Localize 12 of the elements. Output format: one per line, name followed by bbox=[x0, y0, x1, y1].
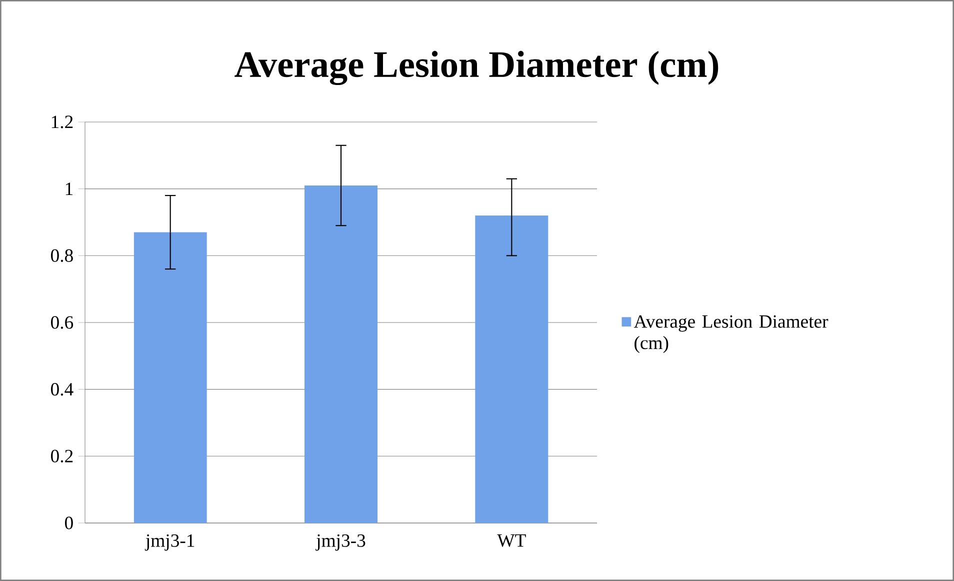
x-tick-label: jmj3-1 bbox=[144, 534, 194, 551]
chart-title: Average Lesion Diameter (cm) bbox=[234, 50, 718, 86]
y-tick-label: 0 bbox=[65, 516, 73, 530]
y-tick-label: 0.8 bbox=[51, 249, 73, 262]
y-tick-label: 0.6 bbox=[51, 316, 74, 329]
legend-label: Average Lesion Diameter (cm) bbox=[634, 315, 828, 353]
x-tick-label: jmj3-3 bbox=[316, 534, 366, 551]
y-tick-label: 1.2 bbox=[52, 116, 73, 128]
y-tick-label: 1 bbox=[66, 182, 73, 195]
x-tick-label: WT bbox=[497, 534, 526, 547]
y-tick-label: 0.4 bbox=[51, 382, 74, 396]
y-tick-label: 0.2 bbox=[51, 450, 73, 462]
